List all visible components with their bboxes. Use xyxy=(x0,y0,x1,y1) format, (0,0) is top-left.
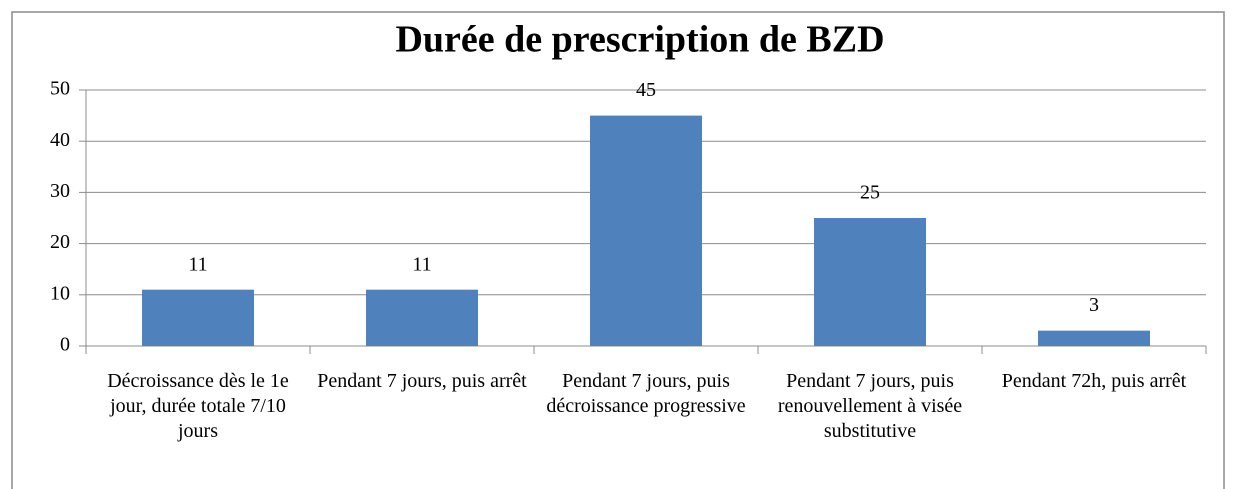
data-label: 3 xyxy=(1089,294,1099,316)
y-tick-label: 10 xyxy=(50,282,70,304)
chart-border xyxy=(11,11,1225,489)
y-tick-label: 30 xyxy=(50,180,70,202)
chart-title: Durée de prescription de BZD xyxy=(395,19,884,61)
x-tick-label: Pendant 7 jours, puis arrêt xyxy=(317,370,527,392)
x-tick-label: Pendant 7 jours, puis renouvellement à v… xyxy=(777,370,963,442)
y-tick-label: 50 xyxy=(50,78,70,100)
y-tick-label: 20 xyxy=(50,231,70,253)
y-tick-label: 0 xyxy=(60,334,70,356)
x-tick-label: Décroissance dès le 1e jour, durée total… xyxy=(107,370,289,442)
y-tick-label: 40 xyxy=(50,129,70,151)
data-label: 25 xyxy=(860,182,880,204)
x-tick-label: Pendant 72h, puis arrêt xyxy=(1001,370,1187,392)
bar xyxy=(366,289,478,346)
data-label: 11 xyxy=(412,253,431,275)
data-label: 11 xyxy=(188,253,207,275)
bar xyxy=(142,289,254,346)
bar xyxy=(1038,330,1150,346)
x-tick-label: Pendant 7 jours, puis décroissance progr… xyxy=(546,370,746,417)
data-label: 45 xyxy=(636,79,656,101)
bar xyxy=(814,218,926,346)
bar xyxy=(590,115,702,346)
